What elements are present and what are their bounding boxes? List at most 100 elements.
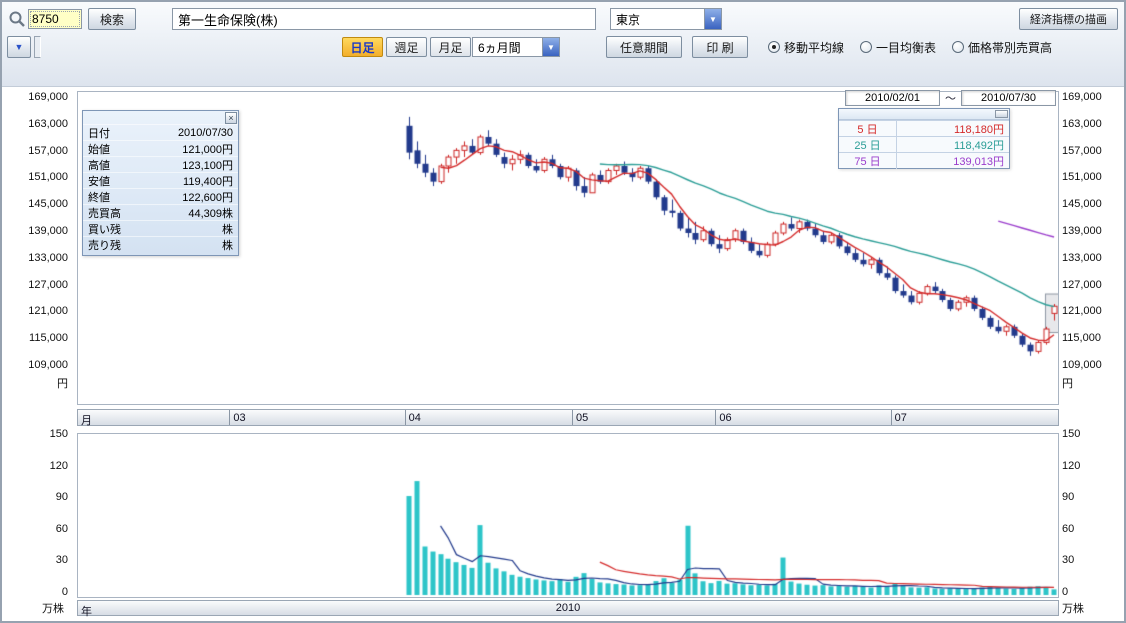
range-select-value: 6ヵ月間 xyxy=(478,40,521,55)
ma-legend-row: 75 日 139,013円 xyxy=(839,152,1009,169)
volume-axis-label: 0 xyxy=(1062,586,1069,598)
chevron-down-icon: ▼ xyxy=(14,42,24,52)
price-axis-label: 115,000 xyxy=(1062,332,1101,345)
radio-icon[interactable] xyxy=(860,41,873,53)
month-label: 04 xyxy=(408,412,421,424)
info-value: 119,400円 xyxy=(183,175,233,188)
range-to-field[interactable]: 2010/07/30 xyxy=(961,90,1056,106)
date-range-display: 2010/02/01 ～ 2010/07/30 xyxy=(845,90,1056,106)
price-axis-label: 169,000 xyxy=(1062,91,1102,103)
radio-icon[interactable] xyxy=(952,41,965,53)
radio-label: 価格帯別売買高 xyxy=(968,40,1053,55)
radio-icon[interactable] xyxy=(768,41,780,53)
ma-legend-value: 139,013円 xyxy=(953,155,1004,168)
chevron-down-icon[interactable]: ▼ xyxy=(704,9,721,29)
info-box-header: × xyxy=(83,111,238,124)
price-axis-unit: 円 xyxy=(57,378,68,390)
search-icon xyxy=(9,11,25,27)
ma-legend-box: 5 日 118,180円 25 日 118,492円 75 日 139,013円 xyxy=(838,108,1010,169)
radio-一目均衡表[interactable]: 一目均衡表 xyxy=(860,39,936,56)
range-from-field[interactable]: 2010/02/01 xyxy=(845,90,940,106)
volume-axis-label: 120 xyxy=(1062,459,1081,472)
month-tick xyxy=(571,410,573,425)
tab-月足[interactable]: 月足 xyxy=(430,37,471,57)
year-axis-title: 年 xyxy=(81,606,92,618)
volume-chart-canvas[interactable] xyxy=(77,433,1059,598)
overlay-radio-group: 移動平均線 一目均衡表 価格帯別売買高 xyxy=(768,38,1052,56)
price-axis-label: 109,000 xyxy=(1062,359,1102,371)
price-axis-label: 127,000 xyxy=(1062,278,1102,291)
price-axis-label: 109,000 xyxy=(28,359,68,371)
range-separator: ～ xyxy=(945,93,956,105)
info-label: 売買高 xyxy=(88,207,121,220)
stock-code-input[interactable] xyxy=(28,9,82,29)
month-label: 05 xyxy=(575,412,589,424)
info-row: 始値 121,000円 xyxy=(83,140,238,156)
year-axis-bar: 年 2010 xyxy=(77,600,1059,618)
month-tick xyxy=(229,410,231,425)
exchange-select-value: 東京 xyxy=(616,12,641,27)
ma-legend-value: 118,180円 xyxy=(954,123,1004,136)
info-label: 始値 xyxy=(88,143,110,156)
print-button[interactable]: 印 刷 xyxy=(692,36,748,58)
search-button[interactable]: 検索 xyxy=(88,8,136,30)
radio-label: 一目均衡表 xyxy=(876,40,937,55)
ohlc-info-box: × 日付 2010/07/30 始値 121,000円 高値 123,100円 安値 119,… xyxy=(82,110,239,256)
volume-axis-label: 150 xyxy=(49,428,68,440)
economic-indicator-button[interactable]: 経済指標の描画 xyxy=(1019,8,1118,30)
toolbar-row-2: ▼ 日足 週足 月足 6ヵ月間 ▼ 任意期間 印 刷 移動平均線 一目均衡表 価格帯別売… xyxy=(2,35,1124,59)
ma-legend-header xyxy=(839,109,1009,120)
volume-axis-label: 30 xyxy=(1062,554,1075,567)
month-label: 06 xyxy=(719,412,732,424)
info-row: 安値 119,400円 xyxy=(83,172,238,188)
info-label: 買い残 xyxy=(88,223,121,236)
volume-axis-label: 30 xyxy=(55,554,68,567)
price-axis-label: 127,000 xyxy=(28,278,68,291)
volume-axis-label: 90 xyxy=(55,491,68,504)
month-axis-title: 月 xyxy=(81,415,92,427)
price-axis-label: 139,000 xyxy=(1062,225,1102,237)
price-axis-label: 115,000 xyxy=(29,332,68,345)
period-tab-group: 日足 週足 月足 xyxy=(342,37,471,57)
info-row: 日付 2010/07/30 xyxy=(83,124,238,140)
month-tick xyxy=(890,410,892,425)
minimize-icon[interactable] xyxy=(995,110,1008,118)
price-axis-label: 163,000 xyxy=(28,117,68,130)
custom-period-button[interactable]: 任意期間 xyxy=(606,36,682,58)
ma-legend-row: 5 日 118,180円 xyxy=(839,120,1009,137)
volume-axis-label: 0 xyxy=(61,586,68,598)
info-row: 高値 123,100円 xyxy=(83,156,238,172)
price-axis-label: 145,000 xyxy=(1062,198,1102,211)
price-axis-label: 169,000 xyxy=(28,91,68,103)
volume-axis-unit: 万株 xyxy=(1062,603,1084,615)
close-icon[interactable]: × xyxy=(225,112,237,124)
chart-panel: 月 03 04 05 06 07 年 2010 × 日付 2010/07/30 始値 121,… xyxy=(2,87,1124,621)
ma-legend-label: 25 日 xyxy=(839,136,897,153)
radio-移動平均線[interactable]: 移動平均線 xyxy=(768,39,844,56)
price-axis-label: 151,000 xyxy=(1062,171,1102,184)
price-axis-label: 121,000 xyxy=(1062,305,1102,318)
radio-label: 移動平均線 xyxy=(784,40,845,55)
info-value: 44,309株 xyxy=(188,207,233,220)
tab-日足[interactable]: 日足 xyxy=(342,37,383,57)
volume-axis-label: 150 xyxy=(1062,428,1081,440)
radio-価格帯別売買高[interactable]: 価格帯別売買高 xyxy=(952,39,1052,56)
exchange-select[interactable]: 東京 ▼ xyxy=(610,8,722,30)
tab-週足[interactable]: 週足 xyxy=(386,37,427,57)
stock-name-input[interactable] xyxy=(172,8,596,30)
expand-dropdown-button[interactable]: ▼ xyxy=(7,36,31,58)
info-row: 終値 122,600円 xyxy=(83,188,238,204)
price-axis-label: 133,000 xyxy=(1062,251,1102,264)
price-axis-label: 133,000 xyxy=(28,251,68,264)
ma-legend-label: 75 日 xyxy=(839,152,897,169)
ma-legend-label: 5 日 xyxy=(839,120,897,137)
range-select[interactable]: 6ヵ月間 ▼ xyxy=(472,37,560,57)
volume-axis-label: 60 xyxy=(55,522,68,535)
info-label: 高値 xyxy=(88,159,110,172)
info-value: 121,000円 xyxy=(182,143,233,156)
ma-legend-value: 118,492円 xyxy=(954,139,1004,152)
info-row: 買い残 株 xyxy=(83,220,238,236)
chevron-down-icon[interactable]: ▼ xyxy=(542,38,559,56)
